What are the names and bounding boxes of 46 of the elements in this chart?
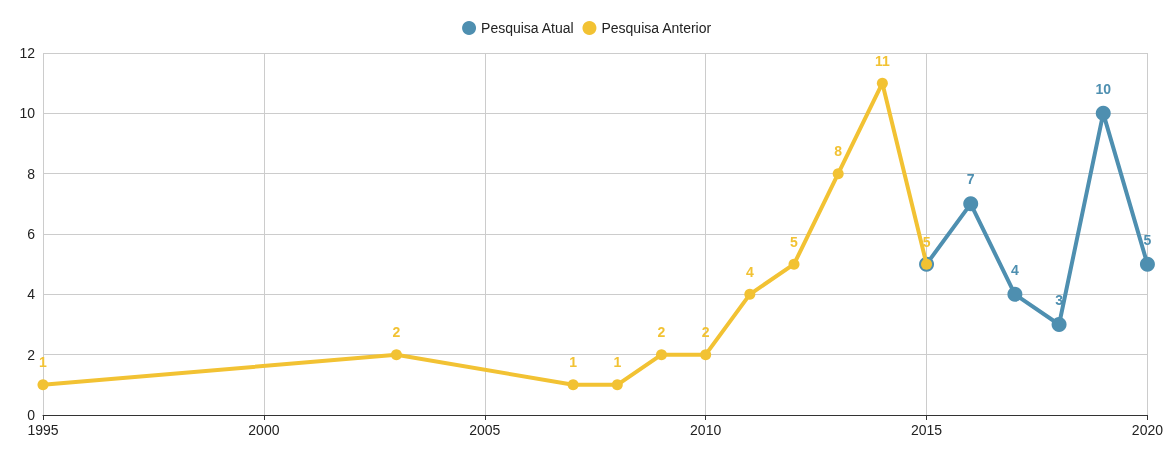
x-tick-label: 2010 <box>690 422 722 438</box>
point <box>876 77 888 89</box>
x-tick-label: 2020 <box>1131 422 1164 438</box>
point <box>744 288 756 300</box>
point <box>1007 286 1023 302</box>
point <box>788 258 800 270</box>
point <box>1051 317 1067 332</box>
y-tick-label: 6 <box>27 226 36 242</box>
point <box>655 349 667 361</box>
y-tick-label: 12 <box>19 45 36 61</box>
data-label: 2 <box>392 324 401 341</box>
point <box>963 196 979 212</box>
y-tick-label: 4 <box>27 286 36 303</box>
y-tick-label: 8 <box>27 165 36 182</box>
data-label: 5 <box>790 233 799 250</box>
data-label: 5 <box>922 233 931 250</box>
x-tick-label: 2005 <box>469 422 501 438</box>
point <box>700 349 712 361</box>
data-label: 7 <box>966 171 975 188</box>
y-tick-label: 2 <box>27 346 36 363</box>
data-label: 4 <box>1011 261 1019 278</box>
data-label: 1 <box>569 354 578 371</box>
legend-label: Pesquisa Anterior <box>601 20 712 36</box>
x-tick-label: 2015 <box>910 422 943 438</box>
point <box>611 379 623 391</box>
data-label: 2 <box>701 324 710 341</box>
data-label: 4 <box>745 263 754 280</box>
data-label: 11 <box>874 52 890 69</box>
data-label: 2 <box>657 324 666 341</box>
point <box>1095 105 1111 121</box>
x-tick-label: 1995 <box>27 422 59 438</box>
data-label: 1 <box>39 354 48 371</box>
point <box>37 379 49 391</box>
data-label: 1 <box>613 354 622 371</box>
x-tick-label: 2000 <box>248 422 280 438</box>
y-tick-label: 10 <box>19 105 36 122</box>
data-label: 5 <box>1143 231 1152 248</box>
point <box>390 349 402 361</box>
data-label: 8 <box>834 143 843 160</box>
point <box>832 168 844 180</box>
point <box>1139 256 1155 272</box>
y-tick-label: 0 <box>27 407 36 423</box>
legend-label: Pesquisa Atual <box>481 20 574 36</box>
point <box>567 379 579 391</box>
data-label: 3 <box>1055 292 1064 308</box>
data-label: 10 <box>1095 80 1112 97</box>
